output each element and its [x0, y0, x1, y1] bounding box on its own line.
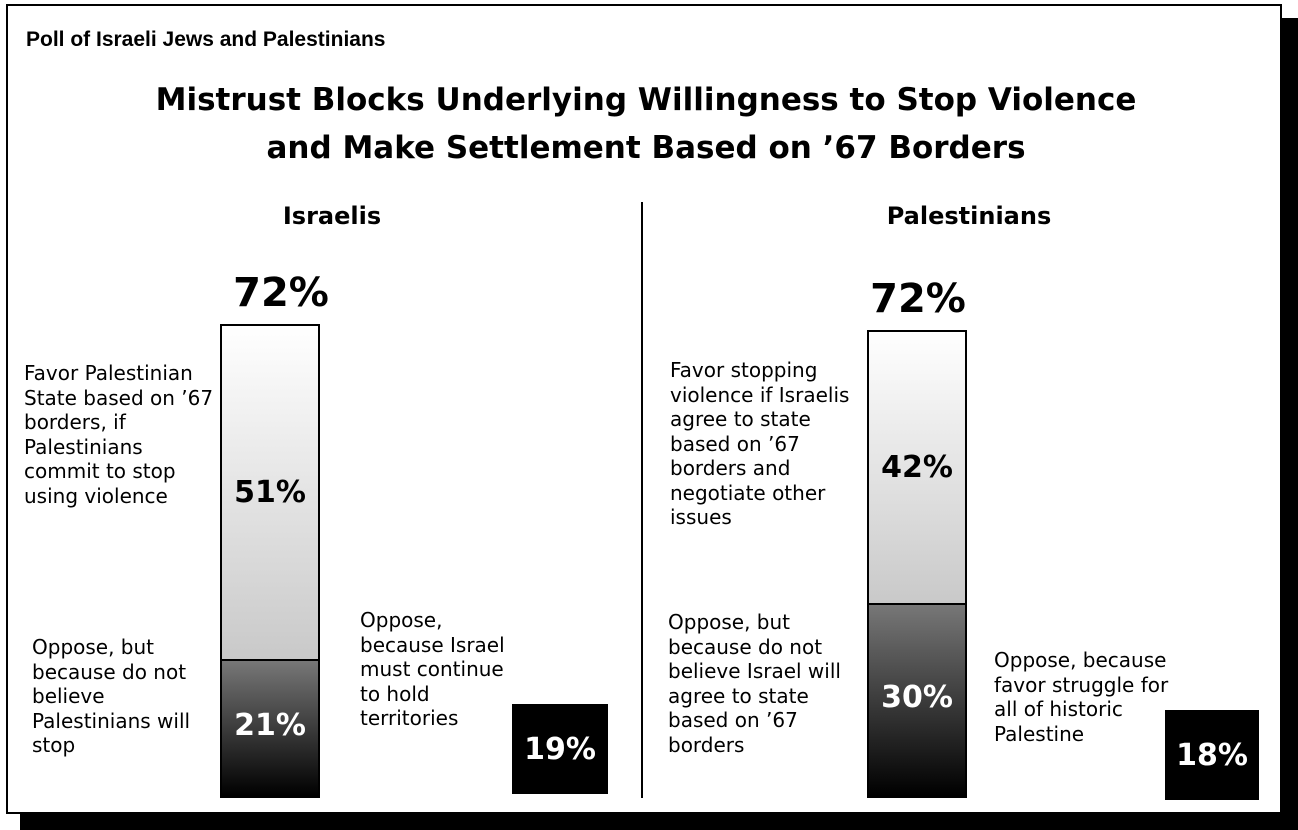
israelis-oppose-mistrust-segment [222, 659, 318, 796]
palestinians-oppose-struggle-label: Oppose, because favor struggle for all o… [994, 648, 1169, 746]
poll-tag: Poll of Israeli Jews and Palestinians [26, 28, 386, 51]
panel-divider [641, 202, 643, 798]
palestinians-oppose-struggle-box: 18% [1165, 710, 1259, 800]
israelis-favor-value: 51% [234, 474, 306, 510]
palestinians-oppose-mistrust-segment [869, 603, 965, 796]
chart-title-line-1: Mistrust Blocks Underlying Willingness t… [155, 82, 1137, 118]
palestinians-oppose-mistrust-value: 30% [881, 679, 953, 715]
chart-frame: Poll of Israeli Jews and Palestinians Mi… [6, 4, 1282, 814]
israelis-total-label: 72% [233, 270, 329, 316]
israelis-oppose-territories-box: 19% [512, 704, 608, 794]
israelis-panel-title: Israelis [282, 202, 382, 230]
israelis-favor-label: Favor Palestinian State based on ’67 bor… [24, 361, 214, 508]
israelis-favor-segment [222, 326, 318, 659]
israelis-oppose-mistrust-label: Oppose, but because do not believe Pales… [32, 635, 191, 757]
palestinians-total-label: 72% [870, 276, 966, 322]
palestinians-favor-segment [869, 332, 965, 603]
palestinians-favor-label: Favor stopping violence if Israelis agre… [670, 358, 850, 529]
palestinians-panel-title: Palestinians [886, 202, 1052, 230]
israelis-oppose-mistrust-value: 21% [234, 707, 306, 743]
chart-title-line-2: and Make Settlement Based on ’67 Borders [266, 130, 1026, 166]
israelis-oppose-territories-label: Oppose, because Israel must continue to … [360, 608, 505, 730]
palestinians-oppose-mistrust-label: Oppose, but because do not believe Israe… [668, 610, 841, 757]
palestinians-favor-value: 42% [881, 449, 953, 485]
palestinians-stacked-bar: 42% 30% [867, 330, 967, 798]
israelis-stacked-bar: 51% 21% [220, 324, 320, 798]
